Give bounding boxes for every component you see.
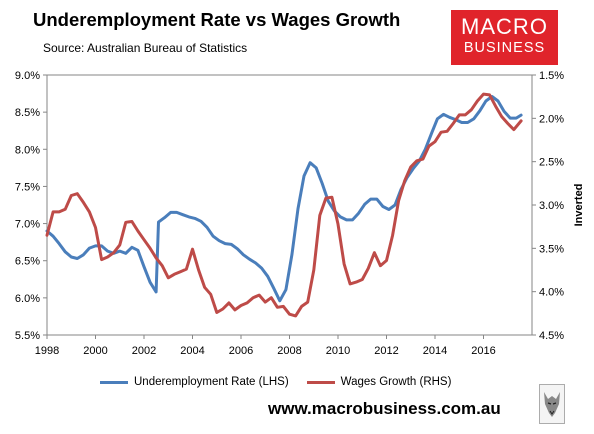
y-right-tick-label: 2.0% [539,113,564,125]
y-right-tick-label: 4.0% [539,287,564,299]
x-tick-label: 2000 [83,345,107,357]
y-left-tick-label: 7.5% [15,181,40,193]
x-tick-label: 2002 [132,345,156,357]
y-left-tick-label: 8.5% [15,107,40,119]
x-tick-label: 2004 [180,345,204,357]
y-right-tick-label: 1.5% [539,70,564,82]
y-left-tick-label: 9.0% [15,70,40,82]
x-tick-label: 2006 [229,345,253,357]
legend-item-wages: Wages Growth (RHS) [306,376,452,388]
legend-swatch-underemployment [100,380,128,384]
y-right-tick-label: 3.5% [539,243,564,255]
logo-line-1: MACRO [461,14,548,39]
y-right-tick-label: 3.0% [539,200,564,212]
chart-legend: Underemployment Rate (LHS) Wages Growth … [100,376,469,388]
x-tick-label: 2016 [471,345,495,357]
legend-label-underemployment: Underemployment Rate (LHS) [134,376,289,388]
logo-line-2: BUSINESS [463,40,546,56]
legend-label-wages: Wages Growth (RHS) [340,376,452,388]
series-line-wages-growth [45,92,523,318]
wolf-mascot-icon [539,384,565,424]
x-tick-label: 2010 [326,345,350,357]
series-line-underemployment [45,95,523,303]
chart-subtitle: Source: Australian Bureau of Statistics [43,41,248,55]
y-left-tick-label: 8.0% [15,144,40,156]
legend-swatch-wages [306,380,335,384]
x-tick-label: 2012 [374,345,398,357]
y-right-tick-label: 4.5% [539,330,564,342]
macrobusiness-logo: MACRO BUSINESS [451,10,558,65]
chart-title: Underemployment Rate vs Wages Growth [33,9,401,30]
y-left-tick-label: 6.0% [15,293,40,305]
x-tick-label: 1998 [35,345,59,357]
y-left-tick-label: 6.5% [15,256,40,268]
y-right-tick-label: 2.5% [539,157,564,169]
y-left-tick-label: 7.0% [15,219,40,231]
x-tick-label: 2014 [423,345,447,357]
y-left-tick-label: 5.5% [15,330,40,342]
y-right-axis-title: Inverted [573,184,585,227]
footer-url: www.macrobusiness.com.au [268,399,501,418]
x-tick-label: 2008 [277,345,301,357]
legend-item-underemployment: Underemployment Rate (LHS) [100,376,289,388]
